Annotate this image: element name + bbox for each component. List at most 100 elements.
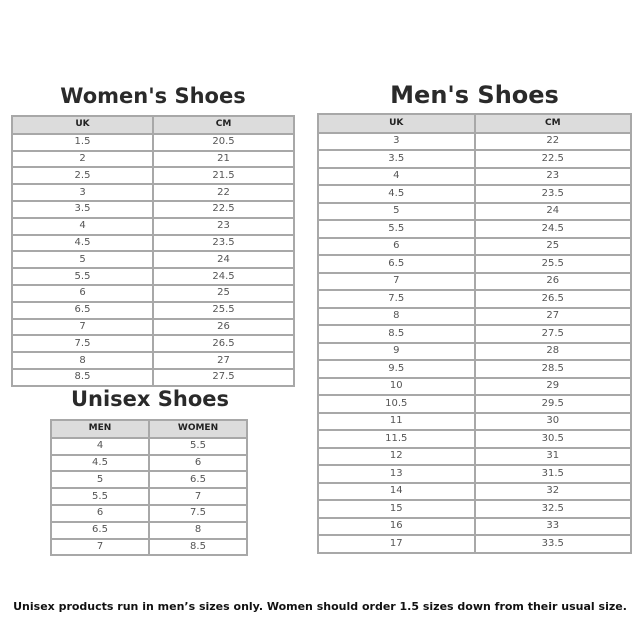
table-cell: 21.5: [152, 166, 295, 186]
table-cell: 4.5: [317, 184, 476, 204]
column-header: CM: [473, 113, 632, 134]
table-row: 2 21: [11, 149, 295, 169]
table-cell: 3.5: [11, 199, 154, 219]
table-cell: 23: [152, 216, 295, 236]
table-cell: 6.5: [11, 300, 154, 320]
table-row: 16 33: [317, 516, 632, 536]
table-cell: 5: [317, 201, 476, 221]
table-cell: 8: [317, 306, 476, 326]
table-row: 8 27: [317, 306, 632, 326]
table-row: 5 24: [317, 201, 632, 221]
table-row: 11.5 30.5: [317, 429, 632, 449]
table-cell: 4.5: [11, 233, 154, 253]
table-cell: 9: [317, 341, 476, 361]
table-row: 7 26: [11, 317, 295, 337]
column-header: MEN: [50, 419, 150, 439]
table-cell: 5.5: [317, 219, 476, 239]
table-cell: 7.5: [317, 289, 476, 309]
table-cell: 32: [473, 481, 632, 501]
table-row: 3 22: [11, 183, 295, 202]
table-row: 6 7.5: [50, 503, 248, 523]
womens-title: Women's Shoes: [60, 84, 246, 108]
table-cell: 8.5: [148, 537, 248, 557]
table-row: 5.5 24.5: [317, 219, 632, 239]
table-cell: 22: [152, 183, 295, 202]
table-cell: 24.5: [473, 219, 632, 239]
table-cell: 25.5: [152, 300, 295, 320]
table-cell: 7: [50, 537, 150, 557]
table-cell: 2: [11, 149, 154, 169]
table-cell: 30.5: [473, 429, 632, 449]
table-cell: 25.5: [473, 254, 632, 274]
table-row: 7.5 26.5: [11, 334, 295, 354]
table-cell: 8: [11, 351, 154, 370]
table-cell: 12: [317, 446, 476, 466]
table-row: 8.5 27.5: [317, 324, 632, 344]
table-cell: 10.5: [317, 394, 476, 414]
table-cell: 7.5: [148, 503, 248, 523]
table-cell: 27.5: [473, 324, 632, 344]
table-cell: 7.5: [11, 334, 154, 354]
table-cell: 31.5: [473, 464, 632, 484]
table-cell: 11: [317, 411, 476, 431]
table-row: 3.5 22.5: [317, 149, 632, 169]
table-cell: 4.5: [50, 453, 150, 473]
table-cell: 29.5: [473, 394, 632, 414]
table-row: 10.5 29.5: [317, 394, 632, 414]
table-row: 6 25: [317, 236, 632, 256]
table-row: 8.5 27.5: [11, 367, 295, 387]
table-cell: 29: [473, 376, 632, 396]
table-row: 12 31: [317, 446, 632, 466]
column-header: UK: [11, 115, 154, 135]
table-row: 5 24: [11, 250, 295, 270]
column-header: CM: [152, 115, 295, 135]
table-cell: 23.5: [473, 184, 632, 204]
unisex-size-table: MEN WOMEN 4 5.5 4.5 6 5 6.5 5.5 7 6 7.5 6.5 8 7 8.5: [50, 419, 248, 557]
column-header: UK: [317, 113, 476, 134]
table-cell: 2.5: [11, 166, 154, 186]
table-cell: 25: [152, 283, 295, 303]
table-cell: 6: [317, 236, 476, 256]
table-cell: 33: [473, 516, 632, 536]
table-cell: 24: [473, 201, 632, 221]
table-row: 7.5 26.5: [317, 289, 632, 309]
table-row: 5.5 24.5: [11, 267, 295, 286]
table-cell: 6.5: [317, 254, 476, 274]
table-cell: 3: [317, 131, 476, 151]
table-cell: 33.5: [473, 534, 632, 554]
table-row: 6.5 8: [50, 520, 248, 540]
table-cell: 26.5: [473, 289, 632, 309]
table-cell: 6: [148, 453, 248, 473]
table-cell: 24.5: [152, 267, 295, 286]
table-cell: 11.5: [317, 429, 476, 449]
table-cell: 7: [11, 317, 154, 337]
table-cell: 5.5: [50, 487, 150, 506]
mens-title: Men's Shoes: [390, 81, 559, 109]
table-cell: 21: [152, 149, 295, 169]
table-cell: 14: [317, 481, 476, 501]
table-cell: 5.5: [148, 436, 248, 456]
table-row: 11 30: [317, 411, 632, 431]
table-cell: 13: [317, 464, 476, 484]
mens-size-table: UK CM 3 22 3.5 22.5 4 23 4.5 23.5 5 24 5.5 24.5 6 25 6.5…: [317, 113, 632, 554]
table-row: 6.5 25.5: [11, 300, 295, 320]
table-cell: 15: [317, 499, 476, 519]
table-row: 7 8.5: [50, 537, 248, 557]
table-row: 6.5 25.5: [317, 254, 632, 274]
table-cell: 8.5: [317, 324, 476, 344]
table-row: 4 5.5: [50, 436, 248, 456]
table-cell: 6.5: [148, 470, 248, 490]
footnote: Unisex products run in men’s sizes only.…: [13, 600, 627, 613]
table-row: 4 23: [317, 166, 632, 186]
table-cell: 4: [317, 166, 476, 186]
table-cell: 3: [11, 183, 154, 202]
table-cell: 16: [317, 516, 476, 536]
table-row: 3 22: [317, 131, 632, 151]
table-cell: 9.5: [317, 359, 476, 379]
table-row: 5.5 7: [50, 487, 248, 506]
table-cell: 26: [152, 317, 295, 337]
table-cell: 27.5: [152, 367, 295, 387]
table-cell: 7: [148, 487, 248, 506]
table-cell: 27: [152, 351, 295, 370]
header-row: UK CM: [11, 115, 295, 135]
